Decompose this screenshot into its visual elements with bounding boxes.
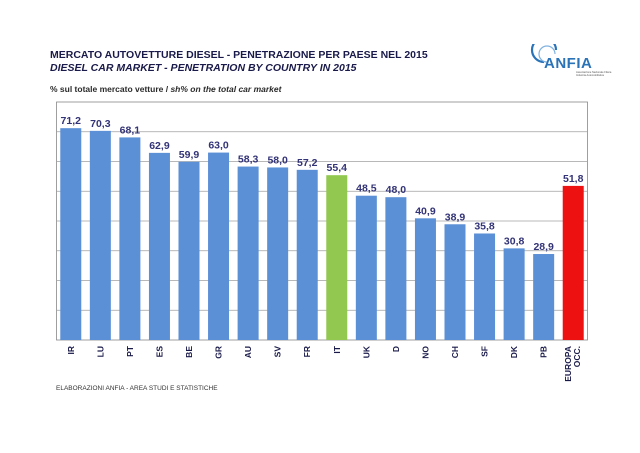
data-label: 68,1 xyxy=(120,124,141,136)
source-note: ELABORAZIONI ANFIA - AREA STUDI E STATIS… xyxy=(56,385,218,392)
data-label: 57,2 xyxy=(297,157,318,169)
bar-ch xyxy=(444,224,466,340)
category-label: GR xyxy=(214,346,224,359)
data-label: 62,9 xyxy=(149,140,170,152)
bar-lu xyxy=(89,130,111,340)
category-label: D xyxy=(391,346,401,352)
bar-au xyxy=(237,166,259,340)
data-label: 59,9 xyxy=(179,149,200,161)
bar-be xyxy=(178,161,200,340)
data-label: 58,3 xyxy=(238,154,259,166)
data-label: 51,8 xyxy=(563,173,584,185)
bar-chart: 71,2 IR 70,3 LU 68,1 PT 62,9 ES 59,9 BE 63,0 GR 58,3… xyxy=(56,101,588,382)
data-label: 55,4 xyxy=(327,162,348,174)
category-label: BE xyxy=(184,346,194,358)
subtitle-english: sh% on the total car market xyxy=(170,84,282,94)
bar-d xyxy=(385,197,407,340)
bar-ir xyxy=(60,128,82,340)
bar-sv xyxy=(267,167,289,340)
bar-gr xyxy=(208,152,230,340)
anfia-logo-icon xyxy=(530,44,558,64)
subtitle-italian: % sul totale mercato vetture / xyxy=(50,84,171,94)
category-label: FR xyxy=(302,346,312,357)
bar-fr xyxy=(296,169,318,340)
data-label: 48,0 xyxy=(386,184,407,196)
data-label: 38,9 xyxy=(445,211,466,223)
category-label: EUROPAOCC. xyxy=(563,346,582,382)
category-label: AU xyxy=(243,346,253,358)
data-label: 35,8 xyxy=(474,220,495,232)
data-label: 28,9 xyxy=(533,241,554,253)
data-label: 58,0 xyxy=(267,154,288,166)
chart-subtitle: % sul totale mercato vetture / sh% on th… xyxy=(50,84,281,94)
bar-pb xyxy=(533,254,555,340)
chart-title-english: DIESEL CAR MARKET - PENETRATION BY COUNT… xyxy=(50,62,357,74)
chart-title-italian: MERCATO AUTOVETTURE DIESEL - PENETRAZION… xyxy=(50,49,428,61)
bar-europa-occ- xyxy=(562,185,584,340)
data-label: 30,8 xyxy=(504,235,525,247)
category-label: DK xyxy=(509,345,519,358)
category-label: SF xyxy=(480,346,490,357)
bar-no xyxy=(414,218,436,340)
bar-es xyxy=(148,152,170,340)
data-label: 71,2 xyxy=(61,115,82,127)
data-label: 40,9 xyxy=(415,205,436,217)
category-label: IT xyxy=(332,345,342,353)
data-label: 63,0 xyxy=(208,140,229,152)
category-label: NO xyxy=(420,346,430,359)
category-label: CH xyxy=(450,346,460,358)
data-label: 70,3 xyxy=(90,118,111,130)
category-label: IR xyxy=(66,346,76,355)
bar-it xyxy=(326,175,348,340)
bar-dk xyxy=(503,248,525,340)
bar-uk xyxy=(355,195,377,340)
category-label: ES xyxy=(154,346,164,358)
category-label: LU xyxy=(95,346,105,357)
category-label: PT xyxy=(125,345,135,357)
data-label: 48,5 xyxy=(356,183,377,195)
bar-sf xyxy=(474,233,496,340)
logo-subtitle: Associazione Nazionale Filiera Industria… xyxy=(576,71,612,77)
category-label: SV xyxy=(273,346,283,358)
bar-pt xyxy=(119,137,141,340)
category-label: PB xyxy=(539,346,549,358)
category-label: UK xyxy=(361,345,371,358)
logo-name: ANFIA xyxy=(544,55,593,72)
